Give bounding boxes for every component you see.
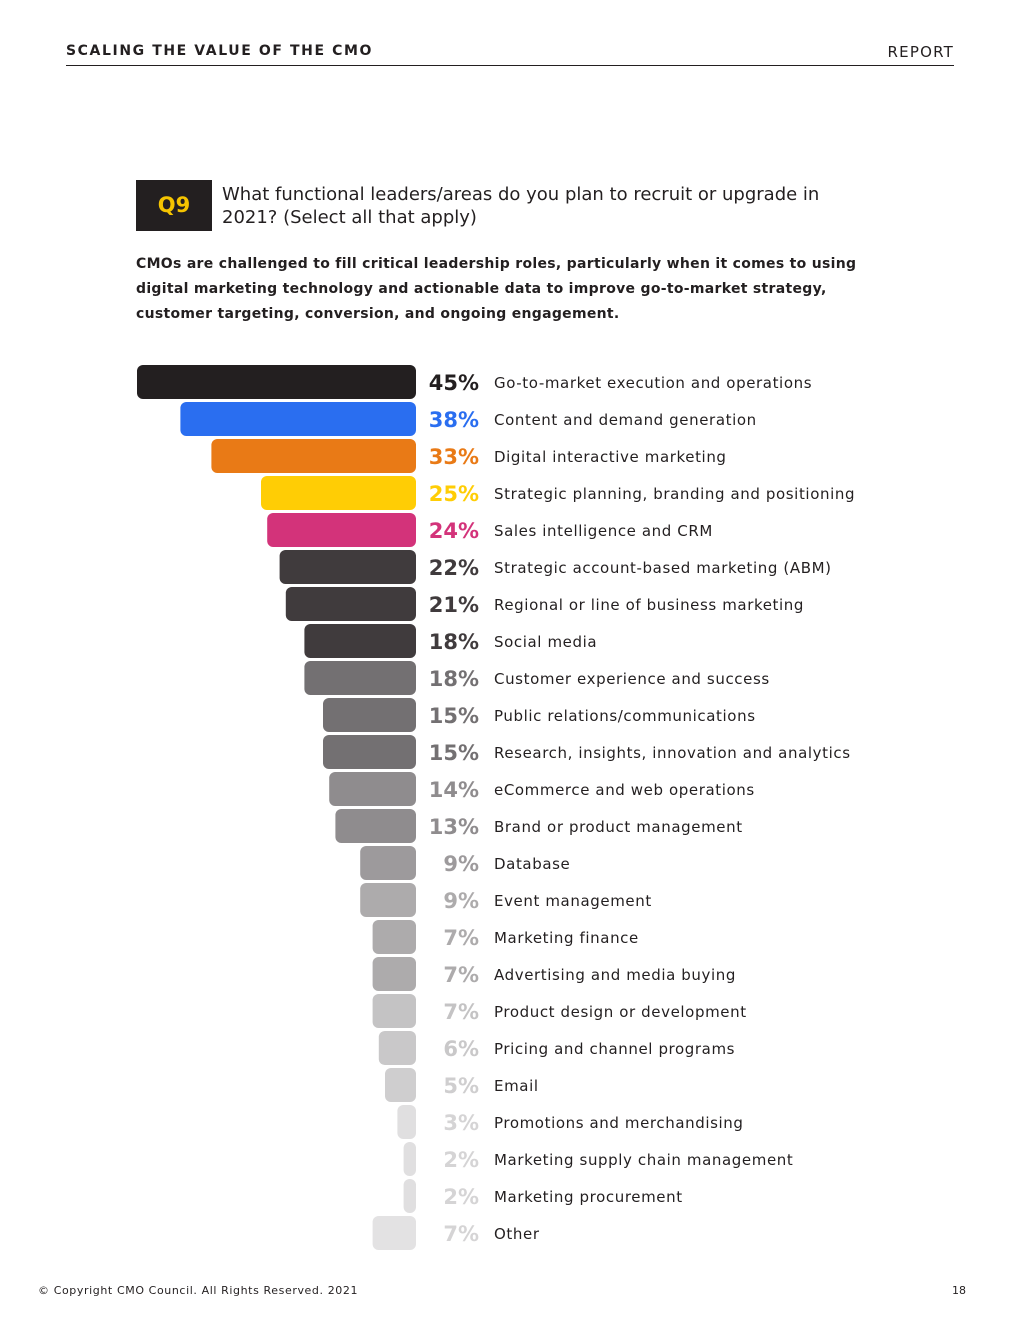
value-label-23: 7% bbox=[443, 1222, 479, 1246]
category-label-11: eCommerce and web operations bbox=[494, 781, 755, 799]
category-label-20: Promotions and merchandising bbox=[494, 1114, 744, 1132]
value-label-21: 2% bbox=[443, 1148, 479, 1172]
bar-0 bbox=[137, 365, 416, 399]
bar-3 bbox=[261, 476, 416, 510]
value-label-4: 24% bbox=[429, 519, 479, 543]
bar-20 bbox=[397, 1105, 416, 1139]
value-label-5: 22% bbox=[429, 556, 479, 580]
category-label-23: Other bbox=[494, 1225, 540, 1243]
report-title: SCALING THE VALUE OF THE CMO bbox=[66, 43, 374, 59]
question-text: What functional leaders/areas do you pla… bbox=[222, 184, 820, 228]
value-label-7: 18% bbox=[429, 630, 479, 654]
bar-17 bbox=[372, 994, 416, 1028]
category-label-7: Social media bbox=[494, 633, 597, 651]
value-label-3: 25% bbox=[429, 482, 479, 506]
category-label-5: Strategic account-based marketing (ABM) bbox=[494, 559, 832, 577]
intro-paragraph: CMOs are challenged to fill critical lea… bbox=[136, 256, 857, 322]
value-label-17: 7% bbox=[443, 1000, 479, 1024]
copyright-notice: © Copyright CMO Council. All Rights Rese… bbox=[38, 1284, 359, 1297]
category-label-16: Advertising and media buying bbox=[494, 966, 736, 984]
value-label-8: 18% bbox=[429, 667, 479, 691]
category-label-15: Marketing finance bbox=[494, 929, 639, 947]
value-label-16: 7% bbox=[443, 963, 479, 987]
bar-11 bbox=[329, 772, 416, 806]
category-label-4: Sales intelligence and CRM bbox=[494, 522, 713, 540]
value-label-6: 21% bbox=[429, 593, 479, 617]
category-label-3: Strategic planning, branding and positio… bbox=[494, 485, 855, 503]
bar-16 bbox=[372, 957, 416, 991]
bar-19 bbox=[385, 1068, 416, 1102]
value-label-12: 13% bbox=[429, 815, 479, 839]
section-label: REPORT bbox=[887, 43, 954, 61]
value-label-2: 33% bbox=[429, 445, 479, 469]
bar-21 bbox=[403, 1142, 416, 1176]
bar-12 bbox=[335, 809, 416, 843]
value-label-10: 15% bbox=[429, 741, 479, 765]
bar-5 bbox=[279, 550, 416, 584]
value-label-0: 45% bbox=[429, 371, 479, 395]
value-label-22: 2% bbox=[443, 1185, 479, 1209]
value-label-14: 9% bbox=[443, 889, 479, 913]
category-label-22: Marketing procurement bbox=[494, 1188, 683, 1206]
value-label-20: 3% bbox=[443, 1111, 479, 1135]
category-label-13: Database bbox=[494, 855, 570, 873]
value-label-19: 5% bbox=[443, 1074, 479, 1098]
category-label-1: Content and demand generation bbox=[494, 411, 757, 429]
category-label-0: Go-to-market execution and operations bbox=[494, 374, 812, 392]
bar-9 bbox=[323, 698, 416, 732]
category-label-2: Digital interactive marketing bbox=[494, 448, 727, 466]
category-label-10: Research, insights, innovation and analy… bbox=[494, 744, 851, 762]
value-label-15: 7% bbox=[443, 926, 479, 950]
bar-6 bbox=[285, 587, 416, 621]
value-label-11: 14% bbox=[429, 778, 479, 802]
bar-22 bbox=[403, 1179, 416, 1213]
bar-15 bbox=[372, 920, 416, 954]
bar-10 bbox=[323, 735, 416, 769]
bar-23 bbox=[372, 1216, 416, 1250]
header-divider bbox=[66, 65, 954, 66]
value-label-13: 9% bbox=[443, 852, 479, 876]
value-label-1: 38% bbox=[429, 408, 479, 432]
bar-2 bbox=[211, 439, 416, 473]
bar-13 bbox=[360, 846, 416, 880]
bar-1 bbox=[180, 402, 416, 436]
bar-14 bbox=[360, 883, 416, 917]
bar-8 bbox=[304, 661, 416, 695]
category-label-19: Email bbox=[494, 1077, 539, 1095]
question-number-badge: Q9 bbox=[136, 180, 212, 231]
category-label-6: Regional or line of business marketing bbox=[494, 596, 804, 614]
bar-7 bbox=[304, 624, 416, 658]
bar-4 bbox=[267, 513, 416, 547]
value-label-9: 15% bbox=[429, 704, 479, 728]
category-label-14: Event management bbox=[494, 892, 652, 910]
category-label-21: Marketing supply chain management bbox=[494, 1151, 793, 1169]
page-number: 18 bbox=[952, 1284, 966, 1297]
category-label-8: Customer experience and success bbox=[494, 670, 770, 688]
bar-18 bbox=[378, 1031, 416, 1065]
category-label-12: Brand or product management bbox=[494, 818, 743, 836]
category-label-9: Public relations/communications bbox=[494, 707, 756, 725]
value-label-18: 6% bbox=[443, 1037, 479, 1061]
category-label-18: Pricing and channel programs bbox=[494, 1040, 735, 1058]
category-label-17: Product design or development bbox=[494, 1003, 747, 1021]
